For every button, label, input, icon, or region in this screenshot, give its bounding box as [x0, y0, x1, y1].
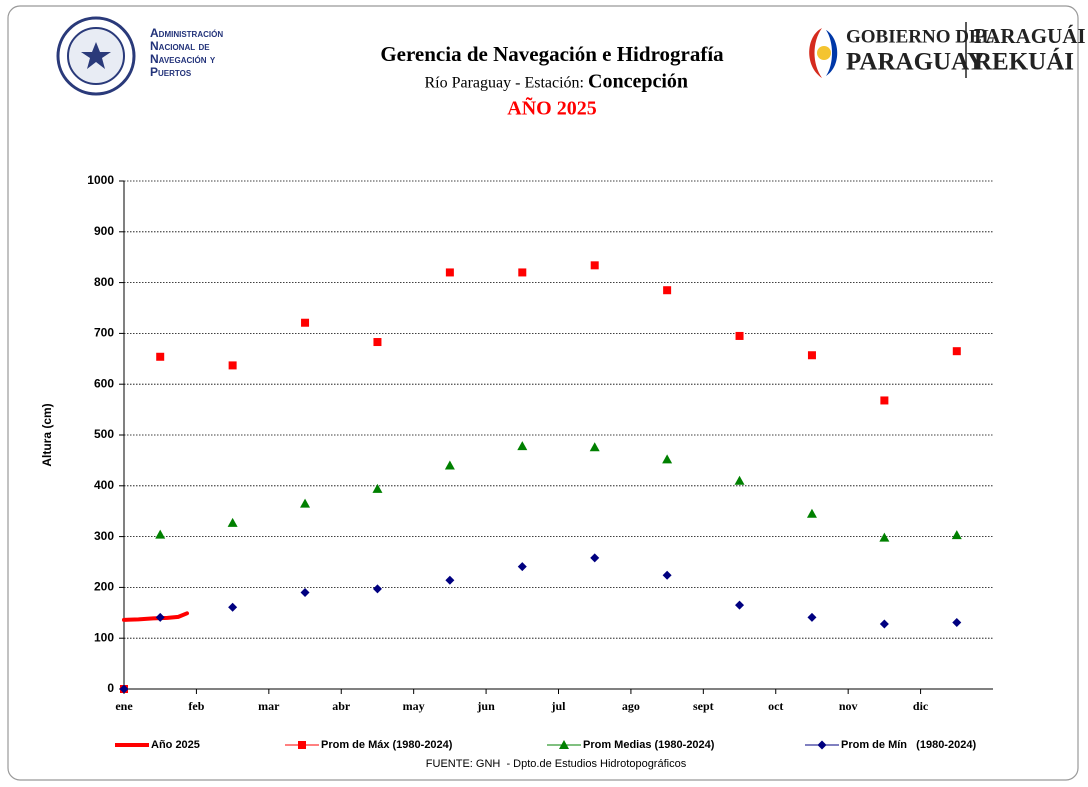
y-tick-label: 800 [94, 275, 114, 289]
point [517, 441, 528, 451]
x-tick-label: may [403, 699, 425, 713]
x-tick-label: abr [332, 699, 351, 713]
point [880, 396, 889, 405]
point [952, 617, 962, 627]
legend-label: Prom de Mín (1980-2024) [841, 739, 976, 751]
chart-subtitle: Río Paraguay - Estación: [424, 75, 584, 92]
point [119, 684, 129, 694]
y-axis-label: Altura (cm) [40, 403, 54, 466]
frame [7, 5, 1079, 781]
legend-label: Prom de Máx (1980-2024) [321, 739, 453, 751]
point [518, 268, 527, 277]
point [300, 498, 311, 508]
source-note: FUENTE: GNH - Dpto.de Estudios Hidrotopo… [426, 758, 687, 770]
y-tick-label: 900 [94, 224, 114, 238]
chart-title: Gerencia de Navegación e Hidrografía [380, 42, 724, 66]
x-tick-label: jun [476, 699, 495, 713]
x-tick-label: ene [115, 699, 133, 713]
emblem-red [809, 28, 822, 78]
point [807, 612, 817, 622]
point [735, 600, 745, 610]
point [373, 338, 382, 347]
seal-star [81, 42, 111, 69]
year-label: AÑO 2025 [507, 97, 596, 120]
point [806, 508, 817, 518]
y-tick-label: 600 [94, 376, 114, 390]
point [589, 442, 600, 452]
point [590, 261, 599, 270]
point [300, 587, 310, 597]
x-tick-label: mar [258, 699, 280, 713]
legend-label: Año 2025 [151, 739, 200, 751]
x-tick-label: nov [839, 699, 858, 713]
agency-line: Nacional de [150, 39, 210, 53]
point [444, 460, 455, 470]
x-tick-label: jul [550, 699, 566, 713]
point [662, 454, 673, 464]
gn-bottom: REKUÁI [974, 48, 1074, 76]
point [301, 318, 310, 327]
point [517, 562, 527, 572]
legend-marker [559, 740, 569, 749]
gov-top: GOBIERNO DEL [846, 26, 994, 47]
point [155, 529, 166, 539]
agency-line: Puertos [150, 65, 192, 79]
y-tick-label: 1000 [87, 173, 114, 187]
y-tick-label: 300 [94, 529, 114, 543]
legend-label: Prom Medias (1980-2024) [583, 739, 715, 751]
point [227, 517, 238, 527]
x-tick-label: sept [693, 699, 714, 713]
point [735, 331, 744, 340]
x-tick-label: dic [913, 699, 929, 713]
y-tick-label: 500 [94, 427, 114, 441]
point [372, 584, 382, 594]
point [734, 475, 745, 485]
y-tick-label: 0 [107, 681, 114, 695]
gov-bottom: PARAGUAY [846, 49, 985, 76]
y-tick-label: 100 [94, 630, 114, 644]
point [879, 532, 890, 542]
point [445, 575, 455, 585]
point [879, 619, 889, 629]
point [663, 286, 672, 295]
gn-top: PARAGUÁI [974, 24, 1086, 48]
y-tick-label: 200 [94, 580, 114, 594]
emblem-blue [826, 30, 838, 76]
emblem-star [817, 46, 831, 60]
point [228, 361, 237, 370]
x-tick-label: ago [622, 699, 640, 713]
point [590, 553, 600, 563]
point [952, 347, 961, 356]
legend-marker [817, 740, 827, 750]
agency-logo: Administración Nacional de Navegación y … [56, 16, 223, 96]
legend-marker [298, 741, 306, 749]
point [445, 268, 454, 277]
y-tick-label: 700 [94, 326, 114, 340]
point [951, 530, 962, 540]
x-tick-label: feb [188, 699, 204, 713]
point [662, 570, 672, 580]
point [372, 483, 383, 493]
point [807, 351, 816, 360]
agency-line: Navegación y [150, 52, 216, 66]
x-tick-label: oct [768, 699, 783, 713]
agency-line: Administración [150, 26, 223, 40]
government-logo: GOBIERNO DEL PARAGUAY PARAGUÁI REKUÁI [809, 22, 1086, 78]
point [156, 352, 165, 361]
station-name: Concepción [588, 71, 688, 93]
point [155, 612, 165, 622]
point [228, 602, 238, 612]
y-tick-label: 400 [94, 478, 114, 492]
